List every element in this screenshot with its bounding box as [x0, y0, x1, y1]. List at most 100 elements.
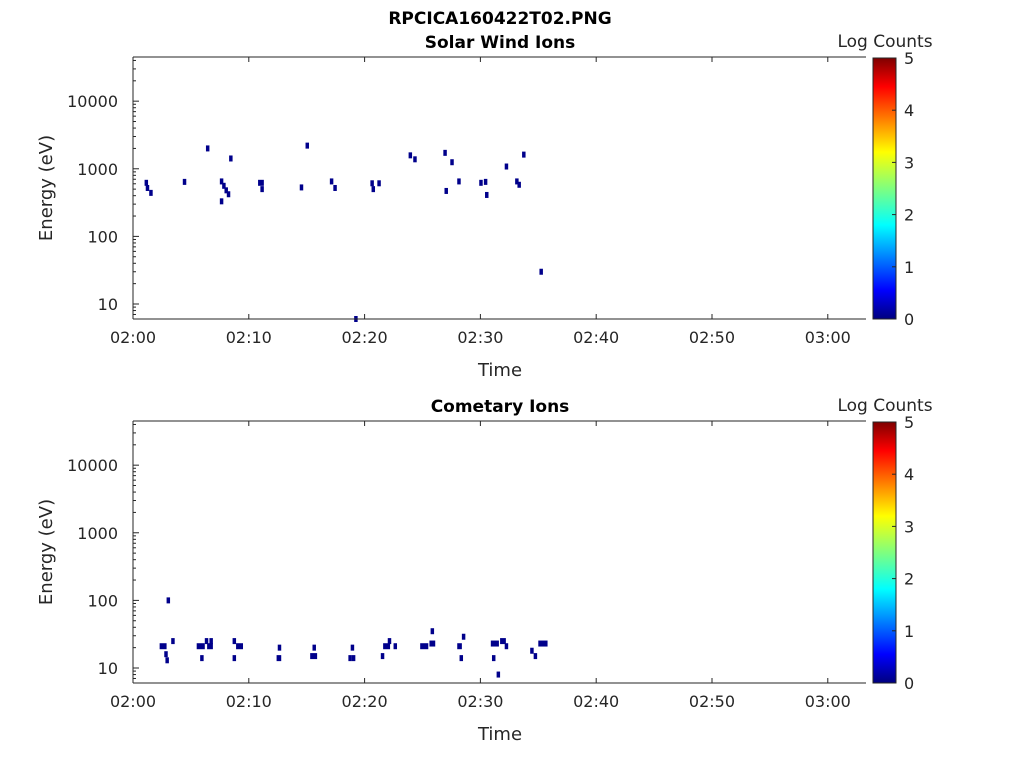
- event-cell: [420, 643, 429, 650]
- event-cell: [205, 145, 210, 152]
- event-cell: [226, 191, 231, 198]
- event-cell: [413, 156, 417, 163]
- event-cell: [229, 155, 233, 162]
- x-tick-label: 02:50: [689, 328, 735, 347]
- event-cell: [276, 655, 282, 662]
- event-cell: [204, 638, 209, 645]
- event-cell: [457, 178, 461, 185]
- y-tick-label: 10: [98, 659, 118, 678]
- event-cell: [232, 655, 237, 662]
- event-cell: [145, 184, 150, 191]
- event-cell: [479, 179, 483, 186]
- x-axis-label: Time: [477, 724, 522, 745]
- event-cell: [461, 633, 466, 640]
- event-cell: [517, 181, 521, 188]
- event-cell: [159, 643, 167, 650]
- event-cell: [459, 655, 464, 662]
- event-cell: [144, 179, 149, 186]
- event-cell: [457, 643, 462, 650]
- colorbar-tick-label: 3: [904, 517, 914, 536]
- event-cell: [149, 189, 153, 196]
- event-cell: [522, 151, 526, 158]
- colorbar-tick-label: 5: [904, 413, 914, 432]
- event-cell: [430, 628, 435, 635]
- colorbar-tick-label: 2: [904, 570, 914, 589]
- panel-title: Solar Wind Ions: [425, 33, 576, 53]
- x-tick-label: 02:50: [689, 692, 735, 711]
- event-cell: [538, 640, 548, 647]
- event-cell: [429, 640, 436, 647]
- event-cell: [485, 191, 489, 198]
- event-cell: [491, 655, 496, 662]
- event-cell: [443, 149, 447, 156]
- event-cell: [219, 198, 224, 205]
- colorbar-label: Log Counts: [837, 32, 932, 52]
- x-tick-label: 02:00: [110, 692, 156, 711]
- colorbar-tick-label: 1: [904, 622, 914, 641]
- figure-title: RPCICA160422T02.PNG: [388, 9, 611, 29]
- event-cell: [236, 643, 244, 650]
- event-cell: [333, 184, 337, 191]
- event-cell: [351, 655, 356, 662]
- panel-solar-wind-ions: Solar Wind Ions 02:00 02:10 02:20 02:30 02:40…: [36, 32, 933, 381]
- x-tick-label: 03:00: [805, 328, 851, 347]
- event-cell: [530, 647, 534, 654]
- event-cell: [539, 268, 543, 275]
- colorbar-tick-label: 0: [904, 310, 914, 329]
- y-axis-label: Energy (eV): [36, 135, 57, 241]
- colorbar-tick-label: 1: [904, 258, 914, 277]
- panel-title: Cometary Ions: [431, 397, 570, 417]
- event-cell: [260, 186, 264, 193]
- colorbar-label: Log Counts: [837, 396, 932, 416]
- event-cell: [380, 653, 385, 660]
- event-cell: [515, 178, 519, 185]
- y-tick-label: 10000: [67, 456, 118, 475]
- colorbar-tick-label: 4: [904, 465, 914, 484]
- event-cell: [370, 180, 374, 187]
- colorbar-tick-label: 4: [904, 101, 914, 120]
- event-cell: [166, 597, 171, 604]
- colorbar-tick-label: 3: [904, 153, 914, 172]
- x-tick-label: 02:20: [342, 328, 388, 347]
- event-cell: [232, 638, 237, 645]
- y-tick-label: 100: [87, 227, 118, 246]
- event-cell: [277, 644, 282, 651]
- event-cell: [450, 159, 454, 166]
- y-tick-label: 100: [87, 591, 118, 610]
- x-axis-label: Time: [477, 360, 522, 381]
- event-cell: [393, 643, 398, 650]
- y-tick-label: 1000: [77, 524, 118, 543]
- x-tick-label: 02:10: [226, 692, 272, 711]
- colorbar-tick-label: 2: [904, 206, 914, 225]
- event-cell: [164, 651, 168, 658]
- x-tick-label: 02:40: [573, 328, 619, 347]
- event-cell: [377, 180, 381, 187]
- event-cell: [329, 178, 334, 185]
- event-cell: [312, 644, 316, 651]
- event-cell: [224, 187, 228, 194]
- event-cell: [387, 638, 392, 645]
- event-cell: [310, 653, 318, 660]
- y-axis-label: Energy (eV): [36, 499, 57, 605]
- x-tick-label: 02:40: [573, 692, 619, 711]
- event-cell: [348, 655, 352, 662]
- event-cell: [196, 643, 205, 650]
- event-cell: [200, 655, 204, 662]
- event-cell: [222, 182, 226, 189]
- x-tick-label: 03:00: [805, 692, 851, 711]
- event-cell: [165, 657, 169, 664]
- event-cell: [500, 638, 506, 645]
- event-cell: [383, 643, 391, 650]
- event-cell: [533, 653, 538, 660]
- event-cell: [483, 178, 488, 185]
- x-tick-label: 02:00: [110, 328, 156, 347]
- colorbar: [872, 57, 897, 320]
- event-cell: [350, 644, 355, 651]
- x-tick-label: 02:30: [457, 692, 503, 711]
- event-cell: [182, 178, 187, 185]
- event-cell: [504, 163, 509, 170]
- y-tick-label: 1000: [77, 160, 118, 179]
- event-cell: [171, 638, 175, 645]
